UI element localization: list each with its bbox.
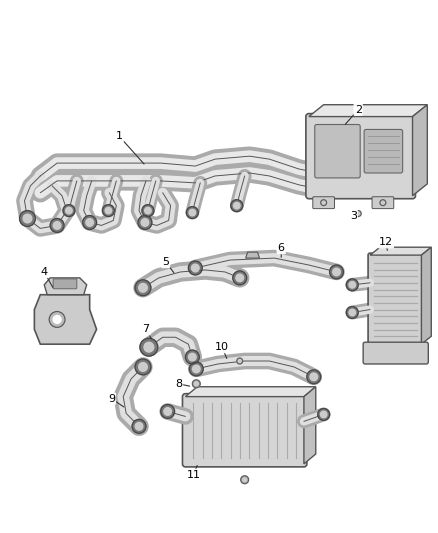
FancyBboxPatch shape <box>368 253 424 346</box>
Text: 8: 8 <box>175 379 182 389</box>
Circle shape <box>333 268 340 276</box>
Circle shape <box>50 219 64 232</box>
Circle shape <box>233 271 247 285</box>
Text: 4: 4 <box>41 267 48 277</box>
Text: 2: 2 <box>355 104 362 115</box>
Polygon shape <box>413 104 427 196</box>
Polygon shape <box>34 295 96 344</box>
Circle shape <box>135 359 151 375</box>
Circle shape <box>53 316 61 324</box>
Circle shape <box>23 214 32 223</box>
Circle shape <box>241 476 249 484</box>
Circle shape <box>192 365 200 373</box>
Circle shape <box>105 207 112 214</box>
Circle shape <box>355 173 361 179</box>
Circle shape <box>322 201 325 204</box>
Circle shape <box>49 311 65 327</box>
Circle shape <box>53 222 61 229</box>
Circle shape <box>236 274 244 281</box>
Circle shape <box>191 264 199 272</box>
Circle shape <box>243 478 247 482</box>
Circle shape <box>189 209 196 216</box>
Circle shape <box>187 207 198 219</box>
Circle shape <box>66 207 72 214</box>
Text: 1: 1 <box>116 131 123 141</box>
Circle shape <box>349 309 356 316</box>
Polygon shape <box>370 247 431 255</box>
Circle shape <box>139 362 147 372</box>
Circle shape <box>321 411 327 418</box>
Circle shape <box>238 360 241 362</box>
Circle shape <box>194 382 198 386</box>
Polygon shape <box>44 278 87 295</box>
Circle shape <box>139 284 147 292</box>
FancyBboxPatch shape <box>313 197 335 208</box>
FancyBboxPatch shape <box>315 125 360 178</box>
FancyBboxPatch shape <box>372 197 394 208</box>
Circle shape <box>63 205 75 216</box>
Circle shape <box>329 265 343 279</box>
Text: 6: 6 <box>278 243 285 253</box>
Circle shape <box>318 408 329 421</box>
Circle shape <box>141 219 149 227</box>
Text: 5: 5 <box>162 257 169 267</box>
Circle shape <box>349 281 356 288</box>
Polygon shape <box>185 387 316 397</box>
Circle shape <box>346 279 358 290</box>
Polygon shape <box>309 104 427 117</box>
Circle shape <box>135 280 151 296</box>
Circle shape <box>188 261 202 275</box>
Circle shape <box>138 215 152 229</box>
Circle shape <box>144 342 154 352</box>
Circle shape <box>135 423 143 430</box>
Text: 10: 10 <box>215 342 229 352</box>
Text: 11: 11 <box>186 470 200 480</box>
FancyBboxPatch shape <box>306 114 416 199</box>
Circle shape <box>140 338 158 356</box>
Circle shape <box>352 170 364 182</box>
Circle shape <box>189 362 203 376</box>
Circle shape <box>145 207 151 214</box>
Circle shape <box>233 203 240 209</box>
FancyBboxPatch shape <box>364 130 403 173</box>
Text: 12: 12 <box>379 237 393 247</box>
Circle shape <box>83 215 96 229</box>
Text: 3: 3 <box>350 211 357 221</box>
Circle shape <box>380 200 386 206</box>
Circle shape <box>237 358 243 364</box>
Circle shape <box>192 380 200 387</box>
Circle shape <box>164 408 171 415</box>
Text: 7: 7 <box>142 325 149 334</box>
Polygon shape <box>246 252 259 258</box>
Circle shape <box>20 211 35 227</box>
Circle shape <box>357 212 360 215</box>
Circle shape <box>185 350 199 364</box>
Circle shape <box>86 219 93 227</box>
Circle shape <box>161 405 175 418</box>
FancyBboxPatch shape <box>183 394 307 467</box>
Circle shape <box>321 200 327 206</box>
Text: 9: 9 <box>108 393 115 403</box>
FancyBboxPatch shape <box>53 279 77 289</box>
Circle shape <box>355 211 361 216</box>
Circle shape <box>353 155 360 163</box>
Circle shape <box>307 370 321 384</box>
Circle shape <box>231 200 243 212</box>
Circle shape <box>350 152 363 166</box>
FancyBboxPatch shape <box>363 342 428 364</box>
Circle shape <box>381 201 385 204</box>
Circle shape <box>310 373 318 381</box>
Circle shape <box>142 205 154 216</box>
Polygon shape <box>421 247 431 344</box>
Circle shape <box>188 353 196 361</box>
Polygon shape <box>304 387 316 464</box>
Circle shape <box>132 419 146 433</box>
Circle shape <box>346 306 358 318</box>
Circle shape <box>102 205 114 216</box>
